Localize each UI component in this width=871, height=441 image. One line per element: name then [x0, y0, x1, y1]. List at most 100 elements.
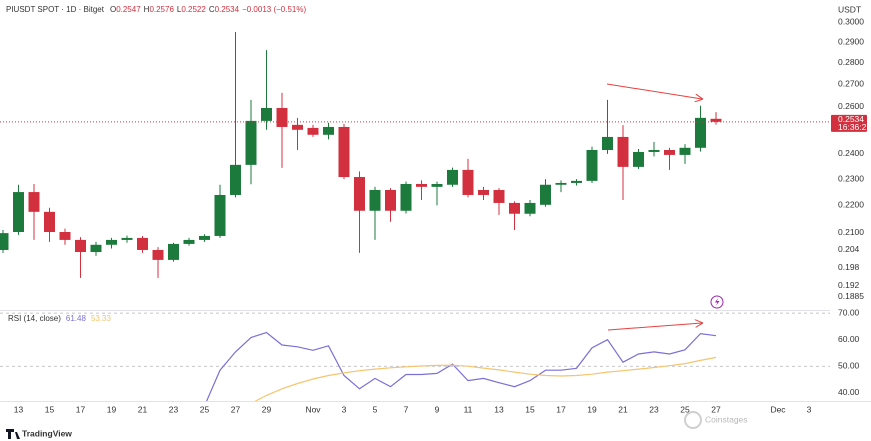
candle-body [75, 239, 86, 253]
candle-body [0, 233, 9, 250]
axes: 0.3000 0.2900 0.2800 0.2700 0.2600 0.2400 0.23… [14, 16, 871, 414]
candle-body [13, 192, 24, 233]
x-tick-label: Nov [305, 404, 321, 414]
candle-body [710, 118, 722, 122]
x-tick-label: 7 [404, 404, 409, 414]
x-tick-label: 17 [556, 404, 566, 414]
candle-body [695, 117, 706, 148]
candle-body [509, 202, 520, 214]
watermark: Coinstages [684, 411, 748, 429]
x-tick-label: 3 [807, 404, 812, 414]
candle-body [276, 107, 288, 127]
candle-body [524, 202, 536, 214]
candle-body [462, 169, 474, 195]
x-tick-label: 25 [200, 404, 210, 414]
candle-body [44, 211, 55, 233]
candle-body [261, 107, 272, 121]
candle-body [416, 183, 427, 187]
x-tick-label: 5 [373, 404, 378, 414]
y-tick-label: 0.2400 [838, 148, 864, 158]
candle-body [385, 189, 396, 211]
y-tick-label: 0.2900 [838, 36, 864, 46]
rsi-tick-label: 50.00 [838, 360, 860, 370]
candle-body [493, 189, 505, 203]
rsi-title: RSI (14, close) [8, 314, 61, 323]
candle-body [152, 249, 164, 260]
x-tick-label: Dec [770, 404, 786, 414]
y-tick-label: 0.2700 [838, 79, 864, 89]
candle-body [679, 147, 691, 155]
rsi-pane [0, 312, 830, 401]
candle-body [199, 235, 210, 240]
y-tick-label: 0.3000 [838, 16, 864, 26]
watermark-text: Coinstages [705, 414, 748, 424]
candle-body [323, 126, 334, 135]
y-tick-label: 0.2800 [838, 57, 864, 67]
candle-body [28, 192, 40, 212]
candle-body [664, 149, 675, 155]
rsi-line [206, 331, 717, 401]
candle-body [400, 183, 412, 211]
candle-body [230, 164, 241, 195]
brand: TradingView [6, 428, 72, 439]
high-value: 0.2576 [149, 5, 174, 14]
candle-body [168, 243, 179, 260]
y-tick-label: 0.204 [838, 244, 860, 254]
x-tick-label: 29 [262, 404, 272, 414]
candle-body [121, 237, 133, 240]
currency: USDT [838, 4, 861, 14]
rsi-ma-line [254, 356, 717, 401]
candle-body [447, 169, 458, 185]
last-price-badge [831, 114, 867, 132]
candle-body [571, 180, 582, 183]
close-prefix: C [209, 5, 215, 14]
rsi-tick-label: 60.00 [838, 334, 860, 344]
low-value: 0.2522 [181, 5, 206, 14]
y-tick-label: 0.2100 [838, 227, 864, 237]
change: −0.0013 (−0.51%) [242, 5, 306, 14]
price-pane [0, 31, 830, 278]
header: PIUSDT SPOT · 1D · Bitget O0.2547 H0.2576 L… [6, 5, 306, 14]
x-tick-label: 13 [494, 404, 504, 414]
candle-body [540, 184, 551, 205]
divergence-arrow [606, 83, 702, 99]
candle-body [369, 189, 381, 211]
y-tick-label: 0.2200 [838, 200, 864, 210]
candle-body [183, 239, 195, 244]
alert-icon[interactable] [710, 295, 724, 309]
candle-body [106, 239, 117, 245]
y-tick-label: 0.2600 [838, 101, 864, 111]
candle-body [648, 149, 660, 152]
rsi-divergence-arrow [607, 323, 702, 331]
candle-body [245, 120, 257, 165]
x-tick-label: 23 [649, 404, 659, 414]
x-tick-label: 19 [587, 404, 597, 414]
x-tick-label: 9 [435, 404, 440, 414]
x-tick-label: 21 [138, 404, 148, 414]
candle-body [59, 232, 71, 240]
candle-body [214, 194, 226, 236]
open-value: 0.2547 [116, 5, 141, 14]
candle-body [338, 126, 350, 178]
rsi-legend: RSI (14, close) 61.48 53.33 [8, 314, 112, 323]
candle-body [431, 183, 443, 187]
candle-body [137, 237, 148, 250]
last-price-label: 0.2534 [838, 114, 864, 124]
x-tick-label: 19 [107, 404, 117, 414]
candle-body [90, 244, 102, 253]
high-prefix: H [144, 5, 150, 14]
candle-body [586, 149, 598, 181]
candle-body [602, 136, 613, 150]
x-tick-label: 25 [680, 404, 690, 414]
x-tick-label: 27 [231, 404, 241, 414]
x-tick-label: 3 [342, 404, 347, 414]
x-tick-label: 11 [464, 404, 473, 414]
x-tick-label: 17 [76, 404, 86, 414]
candle-body [555, 182, 567, 185]
candle-body [292, 124, 303, 130]
candle-body [617, 136, 629, 167]
x-tick-label: 13 [14, 404, 24, 414]
open-prefix: O [110, 5, 116, 14]
